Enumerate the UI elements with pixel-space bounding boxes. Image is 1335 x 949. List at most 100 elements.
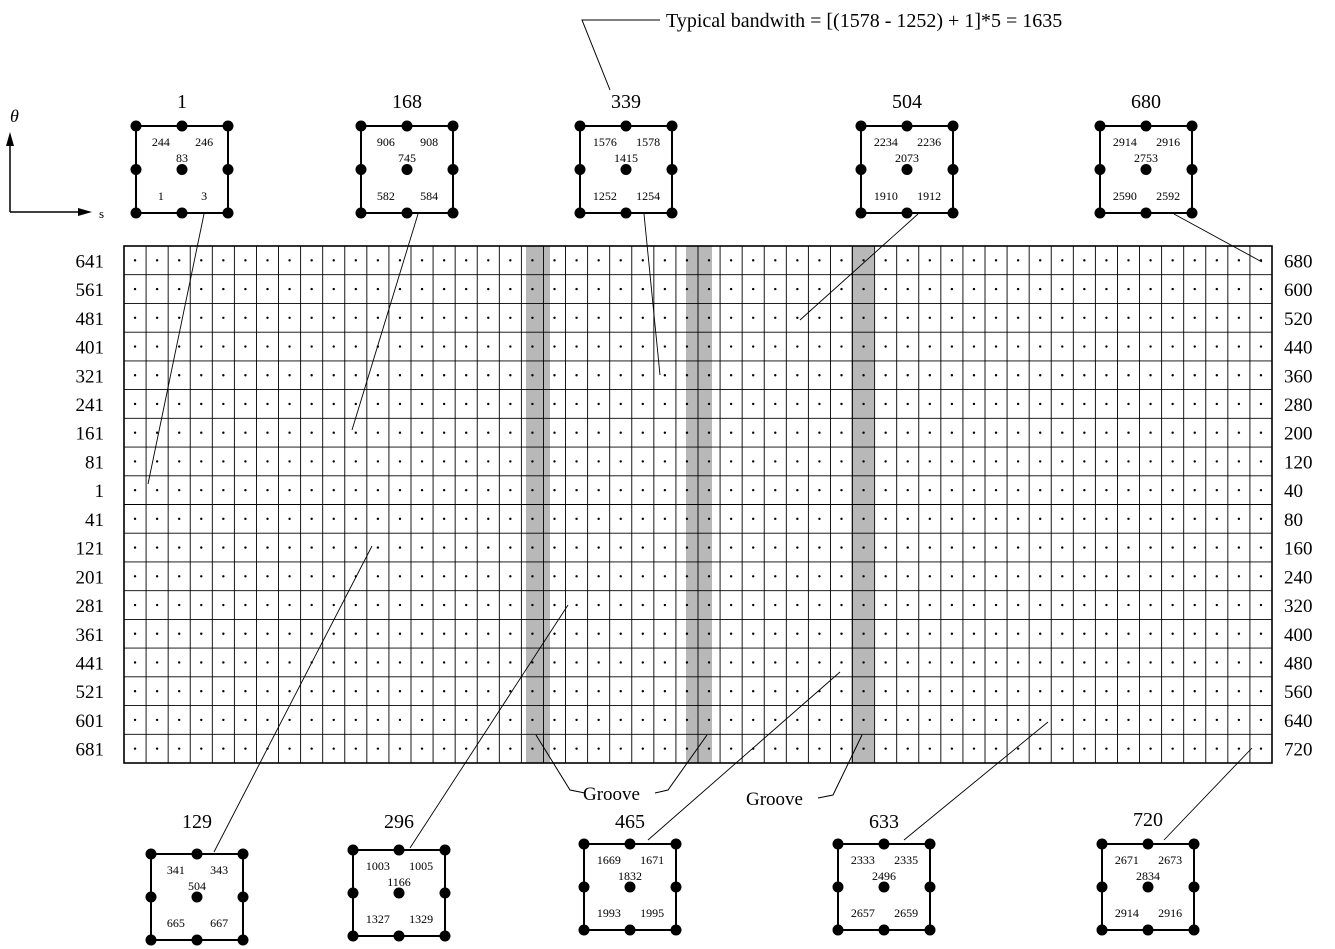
mesh-node xyxy=(1127,575,1130,578)
mesh-node xyxy=(1149,689,1152,693)
mesh-node xyxy=(994,661,998,664)
node-label-top-right: 343 xyxy=(210,863,228,877)
mesh-node xyxy=(531,747,534,750)
element-node xyxy=(1188,924,1200,936)
node-label-bottom-right: 1329 xyxy=(409,912,433,926)
mesh-node xyxy=(1171,460,1174,463)
mesh-node xyxy=(774,488,777,492)
mesh-node xyxy=(398,287,402,291)
groove-callouts: Groove Groove xyxy=(535,734,863,810)
element-number: 465 xyxy=(615,811,645,833)
mesh-node xyxy=(155,488,159,492)
element-node xyxy=(1094,164,1106,175)
mesh-node xyxy=(1149,402,1152,406)
mesh-node xyxy=(442,603,446,607)
mesh-node xyxy=(1149,718,1152,722)
mesh-node xyxy=(200,287,203,291)
element-node xyxy=(1186,164,1198,175)
mesh-node xyxy=(1083,603,1086,607)
element-node xyxy=(393,887,405,899)
mesh-node xyxy=(597,316,600,320)
mesh-node xyxy=(862,431,865,434)
mesh-node xyxy=(442,747,446,750)
mesh-node xyxy=(840,402,843,406)
mesh-node xyxy=(266,603,269,607)
mesh-node xyxy=(663,747,667,750)
element-node xyxy=(666,164,678,175)
mesh-node xyxy=(928,259,932,262)
mesh-node xyxy=(244,259,247,262)
mesh-node xyxy=(1105,575,1108,578)
element-details: 1 244 246 83 1 3 168 906 908 745 582 584 339 1576 1578… xyxy=(130,91,1200,946)
mesh-node xyxy=(200,661,203,664)
mesh-node xyxy=(509,603,512,607)
element-node xyxy=(855,164,867,175)
mesh-node xyxy=(1237,402,1241,406)
mesh-node xyxy=(818,718,821,722)
mesh-node xyxy=(464,431,468,434)
element-node xyxy=(1140,207,1152,219)
mesh-node xyxy=(133,718,137,722)
mesh-node xyxy=(751,345,755,348)
axis-indicator: θ s xyxy=(6,106,104,221)
mesh-node xyxy=(1016,316,1020,320)
mesh-node xyxy=(994,718,998,722)
element-number: 296 xyxy=(384,811,414,833)
node-label-top-right: 1005 xyxy=(409,859,433,873)
mesh-node xyxy=(509,460,512,463)
mesh-node xyxy=(1105,747,1108,750)
mesh-node xyxy=(707,488,711,492)
mesh-node xyxy=(972,316,976,320)
mesh-node xyxy=(266,431,269,434)
mesh-node xyxy=(884,517,887,521)
mesh-node xyxy=(884,374,887,377)
mesh-node xyxy=(1149,546,1152,549)
mesh-node xyxy=(200,575,203,578)
mesh-node xyxy=(840,287,843,291)
mesh-node xyxy=(685,661,689,664)
mesh-node xyxy=(200,402,203,406)
mesh-node xyxy=(398,689,402,693)
mesh-node xyxy=(1215,259,1219,262)
mesh-node xyxy=(641,374,645,377)
top-element-680: 680 2914 2916 2753 2590 2592 xyxy=(1094,91,1198,219)
mesh-node xyxy=(840,488,843,492)
mesh-node xyxy=(222,460,225,463)
bottom-element-465: 465 1669 1671 1832 1993 1995 xyxy=(578,811,682,936)
mesh-node xyxy=(862,460,865,463)
mesh-node xyxy=(950,603,954,607)
mesh-node xyxy=(575,747,578,750)
mesh-node xyxy=(354,374,358,377)
mesh-node xyxy=(1171,718,1174,722)
mesh-node xyxy=(553,747,556,750)
s-axis-label: s xyxy=(99,206,104,221)
mesh-node xyxy=(1193,374,1196,377)
mesh-node xyxy=(332,575,335,578)
groove-1-leader-a xyxy=(535,734,586,794)
node-label-bottom-left: 2590 xyxy=(1113,189,1137,203)
mesh-node xyxy=(619,488,622,492)
mesh-node xyxy=(751,287,755,291)
mesh-node xyxy=(774,661,777,664)
mesh-node xyxy=(685,374,689,377)
mesh-node xyxy=(464,718,468,722)
mesh-node xyxy=(641,287,645,291)
mesh-node xyxy=(1061,718,1064,722)
mesh-node xyxy=(641,689,645,693)
top-element-168: 168 906 908 745 582 584 xyxy=(355,91,459,219)
mesh-node xyxy=(177,488,181,492)
mesh-node xyxy=(398,661,402,664)
mesh-node xyxy=(1215,718,1219,722)
mesh-node xyxy=(1127,316,1130,320)
mesh-node xyxy=(641,661,645,664)
node-label-top-right: 2335 xyxy=(894,853,918,867)
mesh-node xyxy=(619,546,622,549)
mesh-node xyxy=(641,603,645,607)
mesh-node xyxy=(1061,517,1064,521)
mesh-node xyxy=(818,460,821,463)
mesh-node xyxy=(222,402,225,406)
mesh-node xyxy=(1237,546,1241,549)
mesh-node xyxy=(1259,316,1263,320)
element-node xyxy=(355,120,367,132)
left-row-label: 161 xyxy=(76,424,105,445)
